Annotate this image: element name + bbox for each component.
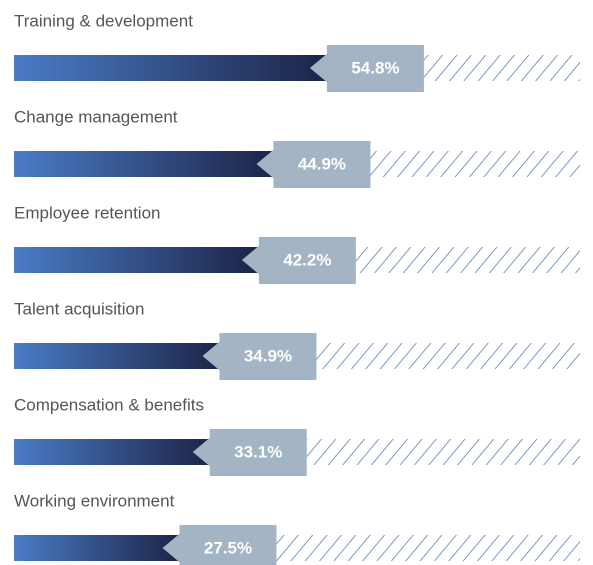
bar <box>14 343 220 369</box>
label-pointer <box>192 437 211 467</box>
bar <box>14 151 274 177</box>
label-box <box>209 429 307 476</box>
bar <box>14 247 259 273</box>
bar <box>14 55 327 81</box>
value-label: 44.9% <box>298 154 346 173</box>
bar-remainder <box>276 535 580 561</box>
label-pointer <box>309 53 328 83</box>
category-label: Change management <box>14 107 178 126</box>
label-pointer <box>241 245 260 275</box>
label-box <box>326 45 424 92</box>
category-label: Employee retention <box>14 203 160 222</box>
bar-remainder <box>423 55 580 81</box>
bar <box>14 439 210 465</box>
label-box <box>258 237 356 284</box>
value-label: 27.5% <box>204 538 252 557</box>
value-label: 54.8% <box>351 58 399 77</box>
category-label: Talent acquisition <box>14 299 144 318</box>
bar-remainder <box>370 151 580 177</box>
label-box <box>273 141 371 188</box>
label-pointer <box>256 149 275 179</box>
bar-remainder <box>306 439 580 465</box>
label-box <box>219 333 317 380</box>
bar-remainder <box>316 343 580 369</box>
bar <box>14 535 180 561</box>
label-pointer <box>202 341 221 371</box>
bar-remainder <box>355 247 580 273</box>
value-label: 42.2% <box>283 250 331 269</box>
value-label: 33.1% <box>234 442 282 461</box>
label-box <box>179 525 277 565</box>
label-pointer <box>162 533 181 563</box>
category-label: Compensation & benefits <box>14 395 204 414</box>
value-label: 34.9% <box>244 346 292 365</box>
category-label: Working environment <box>14 491 175 510</box>
category-label: Training & development <box>14 11 193 30</box>
